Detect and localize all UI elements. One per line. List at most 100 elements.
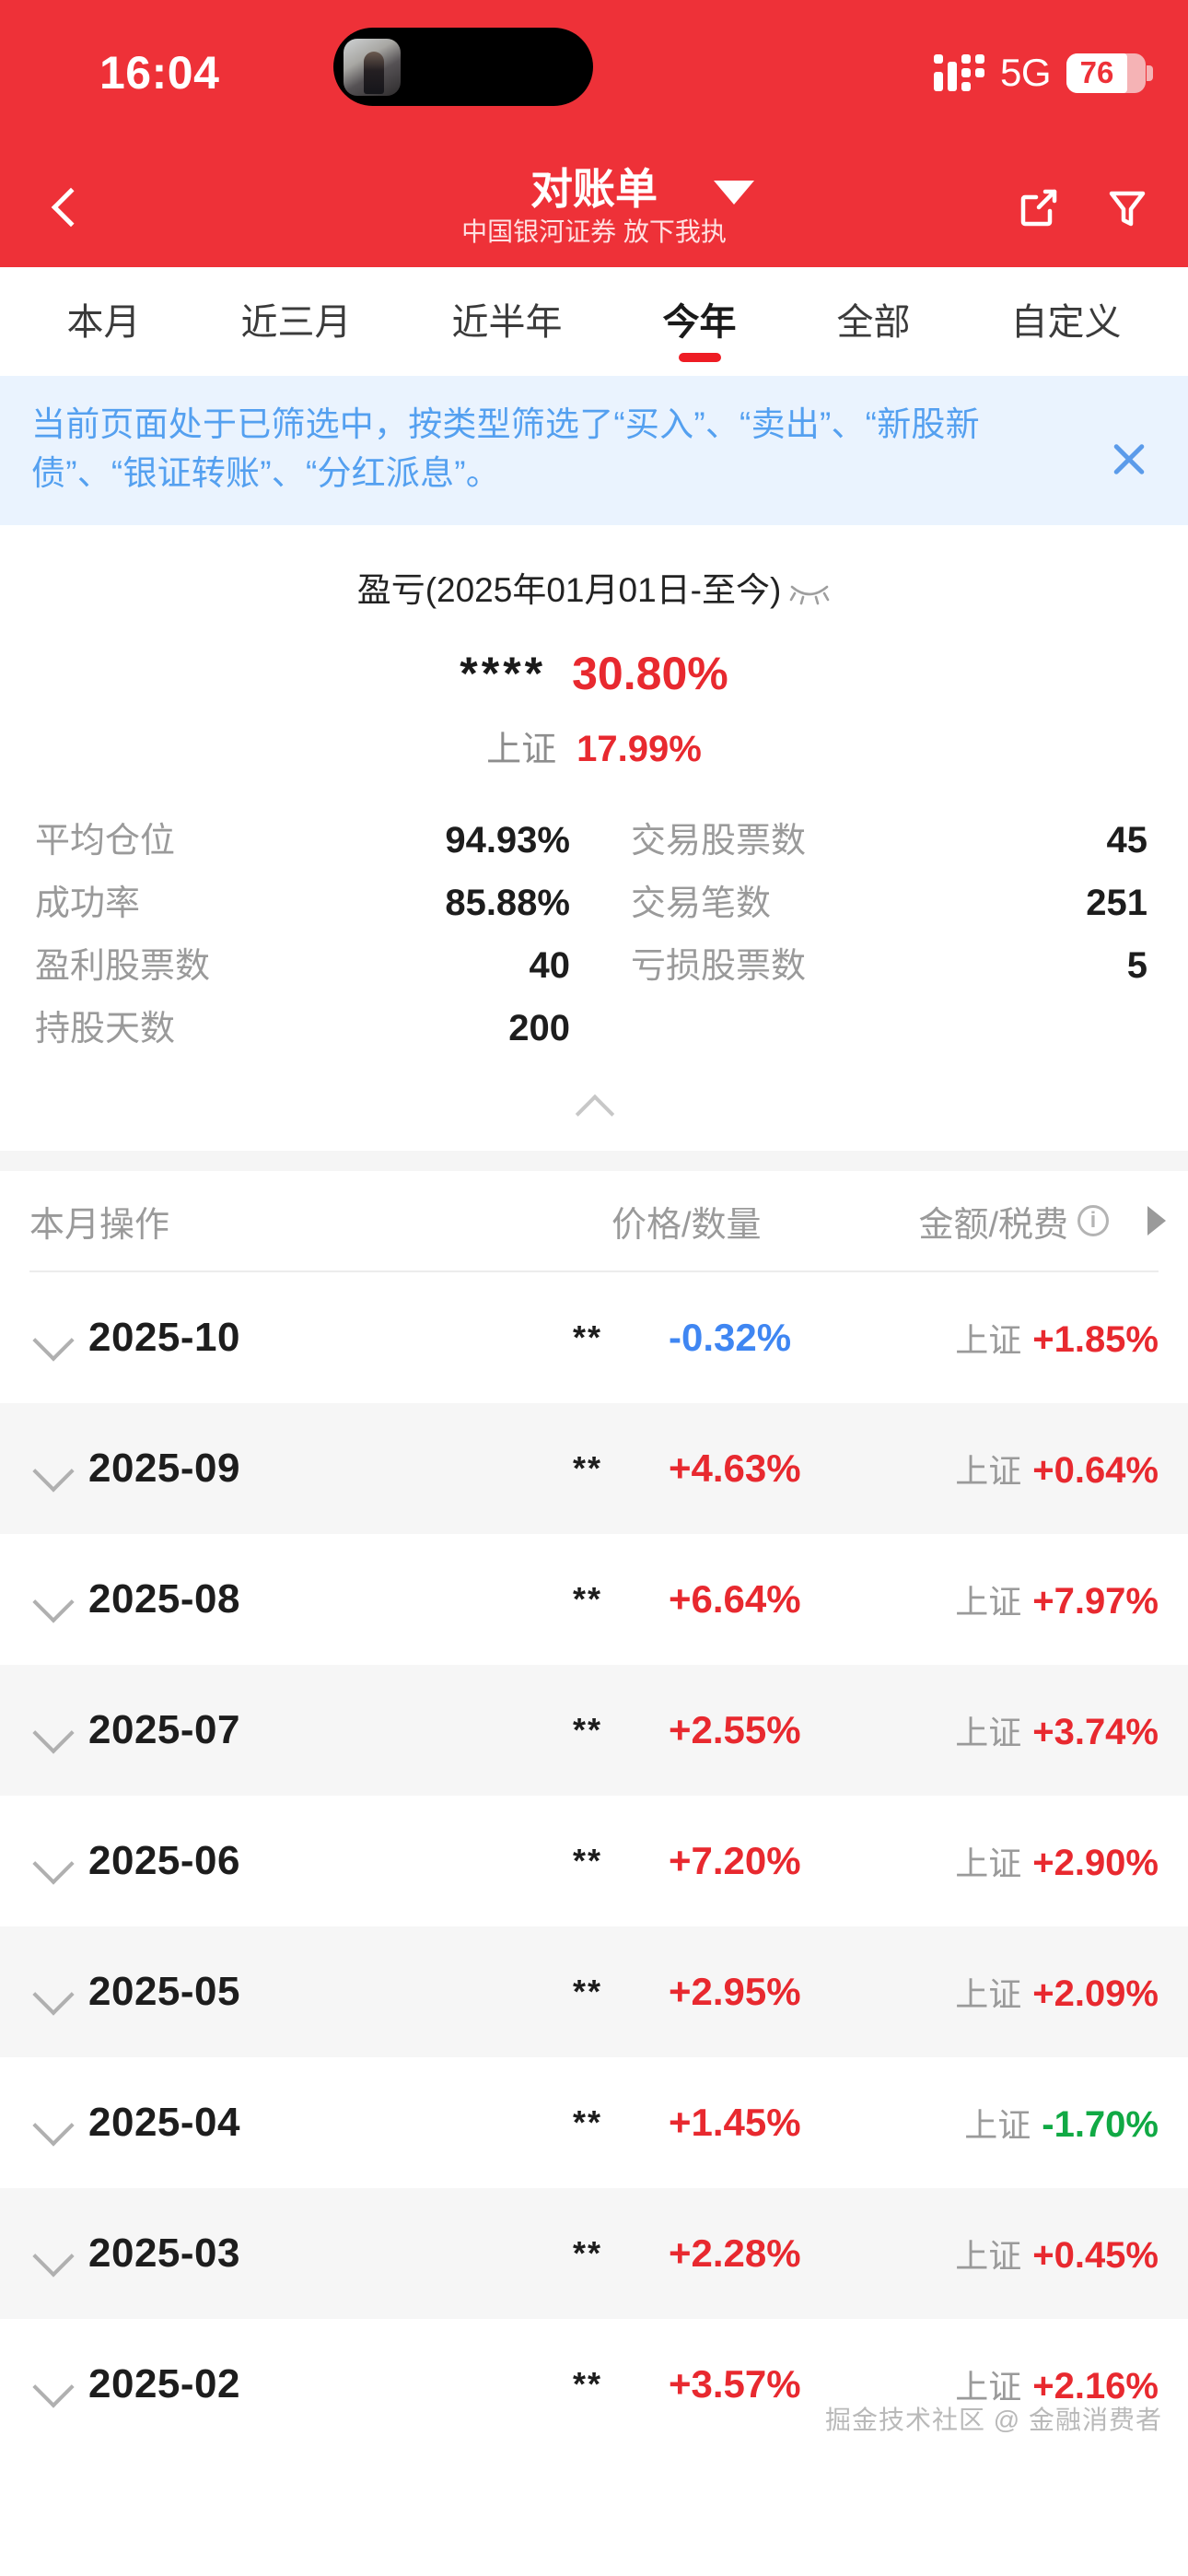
row-benchmark-label: 上证 — [955, 1452, 1022, 1490]
row-benchmark: 上证 +0.64% — [955, 1445, 1159, 1493]
row-benchmark: 上证 +3.74% — [955, 1706, 1159, 1754]
stat-value: 45 — [1106, 820, 1148, 861]
row-amount-masked: ** — [573, 2365, 603, 2403]
chevron-down-icon[interactable] — [29, 1446, 76, 1492]
stat-average-position: 平均仓位 94.93% — [35, 812, 594, 874]
stat-value: 251 — [1086, 883, 1147, 923]
profit-loss-amount-masked: **** — [460, 648, 547, 699]
profit-loss-main: **** 30.80% — [0, 647, 1188, 700]
status-bar: 16:04 5G 76 — [0, 0, 1188, 147]
filter-funnel-icon[interactable] — [1103, 183, 1151, 231]
status-bar-clock: 16:04 — [99, 47, 220, 99]
chevron-down-icon[interactable] — [29, 1969, 76, 2015]
tab-this-year[interactable]: 今年 — [658, 279, 742, 364]
table-row[interactable]: 2025-07 ** +2.55% 上证 +3.74% — [0, 1665, 1188, 1796]
row-amount-masked: ** — [573, 1580, 603, 1618]
row-benchmark: 上证 +1.85% — [955, 1314, 1159, 1362]
row-benchmark-percent: +7.97% — [1032, 1581, 1159, 1622]
tab-last-three-months[interactable]: 近三月 — [240, 302, 352, 343]
row-amount-masked: ** — [573, 1711, 603, 1749]
stat-trade-count: 交易笔数 251 — [594, 874, 1153, 937]
stat-label: 交易笔数 — [631, 884, 772, 923]
row-benchmark: 上证 +2.09% — [955, 1968, 1159, 2016]
row-month-label: 2025-09 — [88, 1446, 240, 1491]
page-title: 对账单 — [530, 165, 658, 213]
stat-value: 85.88% — [445, 883, 570, 923]
watermark-text: 掘金技术社区 @ 金融消费者 — [825, 2406, 1162, 2434]
stat-label: 盈利股票数 — [35, 947, 211, 986]
row-benchmark-label: 上证 — [955, 1844, 1022, 1882]
row-return-percent: +6.64% — [669, 1577, 801, 1621]
table-row[interactable]: 2025-08 ** +6.64% 上证 +7.97% — [0, 1534, 1188, 1665]
network-type-label: 5G — [999, 51, 1052, 94]
row-amount-masked: ** — [573, 1973, 603, 2010]
tab-all[interactable]: 全部 — [836, 302, 911, 343]
row-benchmark: 上证 +2.16% — [955, 2360, 1159, 2408]
row-return-percent: -0.32% — [669, 1316, 792, 1359]
row-amount-masked: ** — [573, 2103, 603, 2141]
row-return-percent: +7.20% — [669, 1839, 801, 1882]
transactions-list: 2025-10 ** -0.32% 上证 +1.85% 2025-09 ** +… — [0, 1272, 1188, 2450]
table-row[interactable]: 2025-09 ** +4.63% 上证 +0.64% — [0, 1403, 1188, 1534]
row-benchmark-percent: +0.64% — [1032, 1450, 1159, 1491]
row-benchmark-label: 上证 — [955, 1714, 1022, 1751]
row-month-label: 2025-03 — [88, 2231, 240, 2276]
chevron-down-icon[interactable] — [29, 1315, 76, 1361]
share-external-icon[interactable] — [1015, 183, 1063, 231]
table-row[interactable]: 2025-02 ** +3.57% 上证 +2.16% — [0, 2319, 1188, 2450]
row-benchmark: 上证 -1.70% — [964, 2099, 1159, 2147]
tab-custom[interactable]: 自定义 — [1010, 302, 1122, 343]
profit-loss-summary: 盈亏(2025年01月01日-至今) **** 30.80% 上证 17.99%… — [0, 525, 1188, 1151]
stat-label: 平均仓位 — [35, 822, 176, 861]
stat-label: 成功率 — [35, 884, 141, 923]
battery-fill — [1066, 53, 1127, 93]
row-benchmark-percent: +3.74% — [1032, 1712, 1159, 1752]
stat-profitable-stock-count: 盈利股票数 40 — [35, 937, 594, 1000]
arrow-right-icon[interactable] — [1147, 1206, 1166, 1235]
close-x-icon[interactable] — [1101, 431, 1157, 486]
row-benchmark: 上证 +7.97% — [955, 1575, 1159, 1623]
stat-label: 持股天数 — [35, 1010, 176, 1048]
benchmark-index-label: 上证 — [486, 731, 557, 769]
chevron-down-icon[interactable] — [29, 2361, 76, 2407]
table-row[interactable]: 2025-03 ** +2.28% 上证 +0.45% — [0, 2188, 1188, 2319]
tab-this-month[interactable]: 本月 — [66, 302, 141, 343]
table-row[interactable]: 2025-04 ** +1.45% 上证 -1.70% — [0, 2057, 1188, 2188]
table-row[interactable]: 2025-05 ** +2.95% 上证 +2.09% — [0, 1926, 1188, 2057]
dynamic-island-avatar — [344, 38, 401, 96]
chevron-down-icon[interactable] — [29, 1838, 76, 1884]
column-header-operation: 本月操作 — [29, 1205, 170, 1245]
stat-losing-stock-count: 亏损股票数 5 — [594, 937, 1153, 1000]
chevron-down-icon[interactable] — [29, 2231, 76, 2277]
row-return-percent: +3.57% — [669, 2362, 801, 2406]
row-benchmark-label: 上证 — [955, 2368, 1022, 2406]
table-row[interactable]: 2025-06 ** +7.20% 上证 +2.90% — [0, 1796, 1188, 1926]
row-month-label: 2025-06 — [88, 1838, 240, 1883]
chevron-down-icon[interactable] — [29, 1707, 76, 1753]
header-title-block: 对账单 中国银河证券 放下我执 — [461, 165, 727, 250]
page-subtitle: 中国银河证券 放下我执 — [461, 217, 727, 246]
chevron-down-icon[interactable] — [29, 1576, 76, 1622]
eye-closed-icon[interactable] — [788, 575, 831, 605]
transactions-table-header: 本月操作 价格/数量 金额/税费 i — [0, 1171, 1188, 1270]
stat-success-rate: 成功率 85.88% — [35, 874, 594, 937]
row-benchmark-percent: +2.90% — [1032, 1843, 1159, 1883]
battery-percent-label: 76 — [1079, 55, 1114, 89]
stat-value: 5 — [1126, 945, 1147, 986]
row-month-label: 2025-04 — [88, 2100, 240, 2145]
row-benchmark-label: 上证 — [955, 1583, 1022, 1621]
chevron-down-icon[interactable] — [29, 2100, 76, 2146]
summary-collapse-button[interactable] — [0, 1062, 1188, 1151]
stat-label: 交易股票数 — [631, 822, 807, 861]
filter-notice-text: 当前页面处于已筛选中，按类型筛选了“买入”、“卖出”、“新股新债”、“银证转账”… — [31, 405, 980, 492]
row-benchmark-label: 上证 — [955, 1321, 1022, 1359]
back-chevron-icon[interactable] — [44, 186, 87, 228]
row-return-percent: +1.45% — [669, 2101, 801, 2144]
tab-last-half-year[interactable]: 近半年 — [451, 302, 563, 343]
table-row[interactable]: 2025-10 ** -0.32% 上证 +1.85% — [0, 1272, 1188, 1403]
info-circle-icon[interactable]: i — [1077, 1205, 1109, 1236]
dropdown-caret-icon[interactable] — [714, 181, 754, 205]
row-return-percent: +2.95% — [669, 1970, 801, 2013]
row-benchmark-percent: +0.45% — [1032, 2235, 1159, 2276]
row-month-label: 2025-05 — [88, 1969, 240, 2014]
